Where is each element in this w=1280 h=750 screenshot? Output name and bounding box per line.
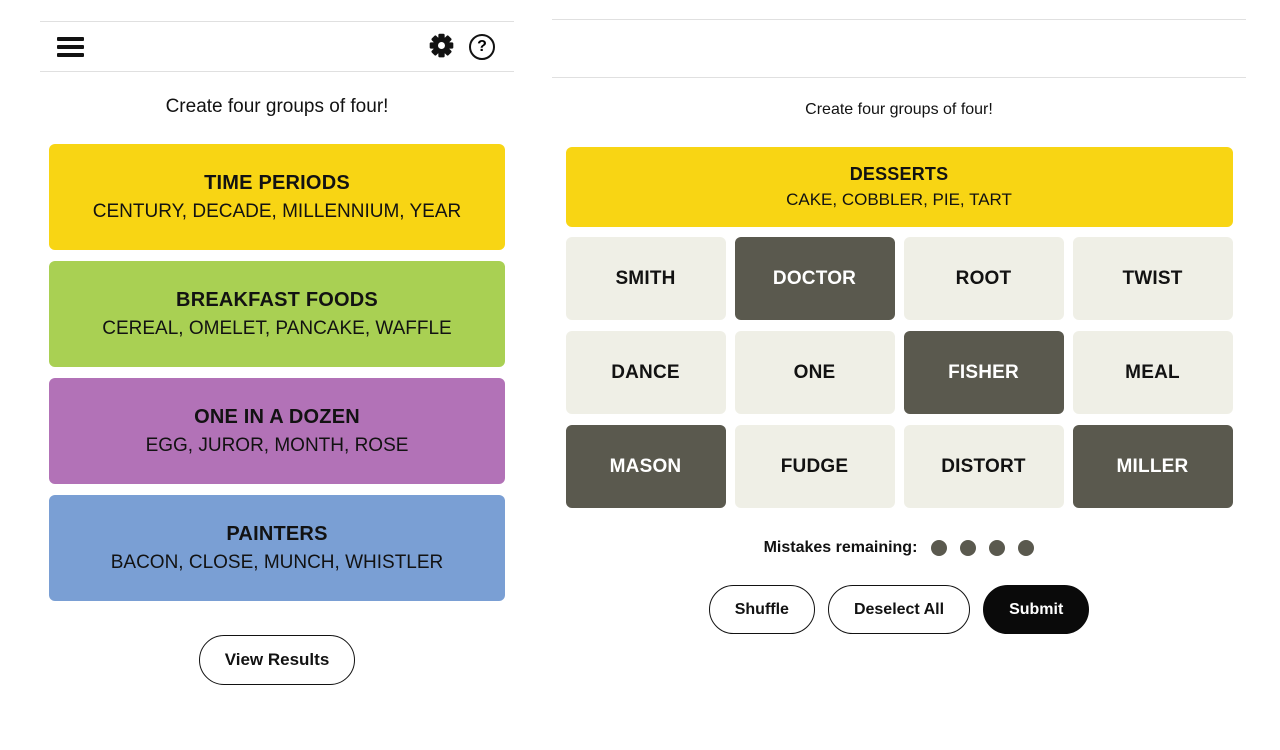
group-words: EGG, JUROR, MONTH, ROSE [145, 434, 409, 456]
mistake-dot [960, 540, 977, 556]
mistakes-label: Mistakes remaining: [763, 539, 918, 556]
word-tile-doctor[interactable]: DOCTOR [734, 237, 895, 320]
active-board-panel: Create four groups of four! DESSERTS CAK… [552, 0, 1246, 634]
toolbar-right: ? [428, 32, 495, 62]
word-tile-fudge[interactable]: FUDGE [734, 425, 895, 508]
group-words: CAKE, COBBLER, PIE, TART [786, 190, 1012, 209]
group-words: CENTURY, DECADE, MILLENNIUM, YEAR [92, 200, 462, 222]
group-words: CEREAL, OMELET, PANCAKE, WAFFLE [102, 317, 452, 339]
word-tile-mason[interactable]: MASON [565, 425, 726, 508]
word-tile-one[interactable]: ONE [734, 331, 895, 414]
group-title: DESSERTS [849, 164, 949, 184]
group-words: BACON, CLOSE, MUNCH, WHISTLER [110, 551, 444, 573]
group-title: PAINTERS [226, 522, 328, 545]
view-results-button[interactable]: View Results [198, 635, 356, 685]
word-tile-miller[interactable]: MILLER [1072, 425, 1233, 508]
word-tile-distort[interactable]: DISTORT [903, 425, 1064, 508]
finished-board-panel: ? Create four groups of four! TIME PERIO… [40, 0, 514, 685]
solved-group-banner: DESSERTS CAKE, COBBLER, PIE, TART [565, 147, 1233, 227]
group-title: ONE IN A DOZEN [194, 405, 360, 428]
deselect-all-button[interactable]: Deselect All [827, 585, 971, 634]
hamburger-icon [57, 36, 84, 41]
submit-button[interactable]: Submit [983, 585, 1090, 634]
word-tile-smith[interactable]: SMITH [565, 237, 726, 320]
group-title: TIME PERIODS [204, 171, 350, 194]
mistake-dot [1018, 540, 1035, 556]
help-icon: ? [469, 33, 495, 60]
word-tile-root[interactable]: ROOT [903, 237, 1064, 320]
game-prompt: Create four groups of four! [165, 96, 389, 117]
toolbar: ? [40, 21, 514, 72]
word-tile-fisher[interactable]: FISHER [903, 331, 1064, 414]
solved-groups-list: TIME PERIODS CENTURY, DECADE, MILLENNIUM,… [49, 144, 505, 601]
solved-group-banner: PAINTERS BACON, CLOSE, MUNCH, WHISTLER [49, 495, 505, 601]
shuffle-button[interactable]: Shuffle [708, 585, 815, 634]
mistakes-remaining: Mistakes remaining: [552, 539, 1246, 557]
action-buttons: Shuffle Deselect All Submit [552, 585, 1246, 634]
group-title: BREAKFAST FOODS [176, 288, 378, 311]
gear-icon [428, 32, 455, 62]
toolbar-empty [552, 19, 1246, 78]
help-button[interactable]: ? [469, 33, 495, 60]
word-tile-meal[interactable]: MEAL [1072, 331, 1233, 414]
mistake-dot [989, 540, 1006, 556]
mistake-dot [931, 540, 948, 556]
hamburger-menu-button[interactable] [57, 36, 84, 57]
word-grid: SMITH DOCTOR ROOT TWIST DANCE ONE FISHER MEAL MA… [565, 237, 1233, 508]
settings-button[interactable] [428, 32, 455, 62]
word-tile-twist[interactable]: TWIST [1072, 237, 1233, 320]
word-tile-dance[interactable]: DANCE [565, 331, 726, 414]
solved-group-banner: ONE IN A DOZEN EGG, JUROR, MONTH, ROSE [49, 378, 505, 484]
solved-group-banner: BREAKFAST FOODS CEREAL, OMELET, PANCAKE, … [49, 261, 505, 367]
solved-group-banner: TIME PERIODS CENTURY, DECADE, MILLENNIUM,… [49, 144, 505, 250]
game-prompt: Create four groups of four! [805, 101, 993, 118]
mistake-dots [931, 540, 1035, 556]
